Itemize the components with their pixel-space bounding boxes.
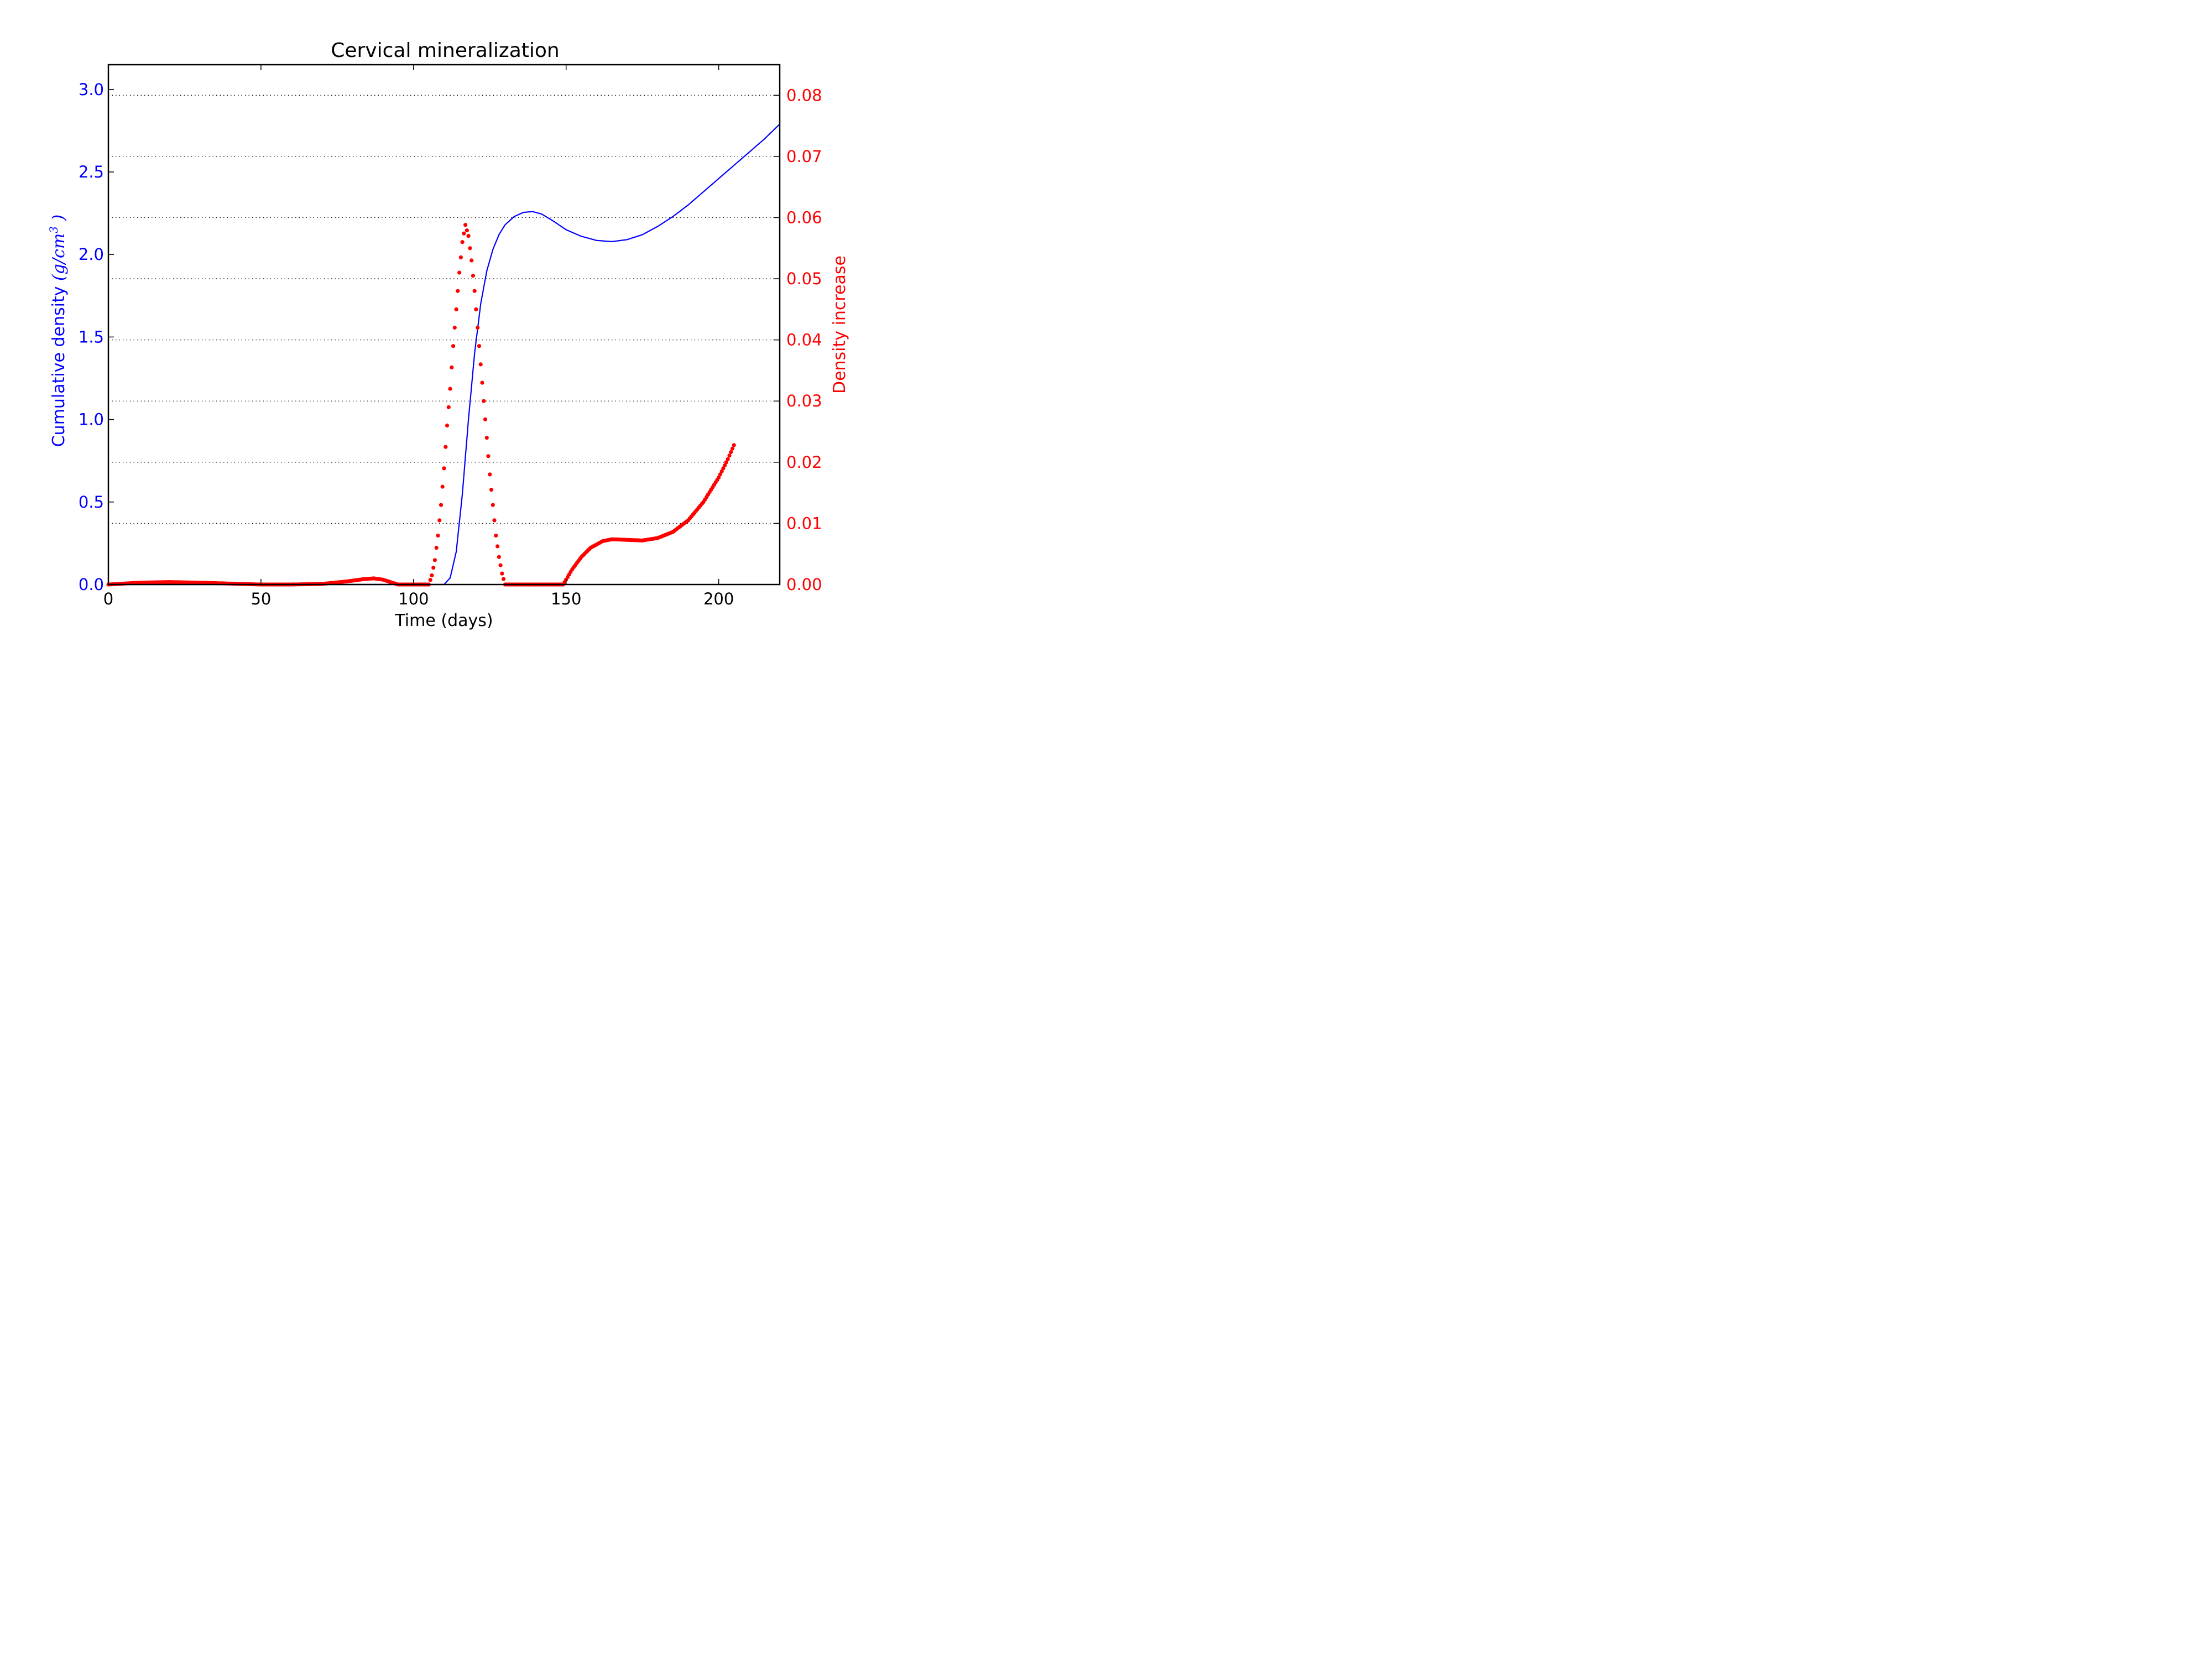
left-y-tick-label: 2.0 (79, 245, 104, 264)
cumulative-density-line (108, 123, 780, 586)
chart: Cervical mineralization 0 50 100 150 200 0.0… (47, 39, 849, 630)
right-y-tick-label: 0.04 (786, 331, 822, 349)
density-increase-point (476, 325, 480, 330)
density-increase-point (457, 270, 462, 275)
density-increase-point (730, 446, 735, 451)
density-increase-point (442, 466, 446, 471)
density-increase-point (471, 273, 476, 278)
right-y-tick-label: 0.02 (786, 453, 822, 472)
x-tick-label: 150 (551, 589, 581, 608)
plot-frame (107, 64, 781, 586)
density-increase-point (452, 325, 457, 330)
density-increase-point (445, 423, 450, 428)
left-y-tick-label: 1.5 (79, 327, 104, 346)
density-increase-point (497, 555, 501, 559)
density-increase-point (428, 578, 432, 582)
density-increase-point (477, 344, 482, 348)
density-increase-point (717, 475, 721, 480)
left-y-tick-label: 3.0 (79, 80, 104, 99)
left-y-tick-label: 1.0 (79, 410, 104, 429)
right-y-tick-label: 0.05 (786, 269, 822, 288)
x-tick-label: 0 (103, 589, 113, 608)
left-y-axis-label-close: ) (49, 215, 69, 226)
density-increase-point (719, 469, 724, 474)
x-axis: 0 50 100 150 200 (103, 65, 734, 608)
density-increase-point (721, 466, 726, 471)
density-increase-point (480, 380, 484, 385)
left-y-axis-label-text: Cumulative density (49, 281, 69, 447)
right-y-tick-label: 0.06 (786, 208, 822, 227)
density-increase-point (727, 453, 732, 458)
density-increase-point (462, 231, 466, 236)
density-increase-point (486, 454, 491, 458)
x-axis-label: Time (days) (394, 611, 493, 630)
density-increase-point (430, 573, 434, 577)
left-y-axis-label: Cumulative density (g/cm3 ) (47, 215, 69, 447)
series-density-increase (106, 223, 736, 587)
right-y-tick-label: 0.03 (786, 392, 822, 410)
density-increase-point (488, 472, 492, 477)
density-increase-point (434, 546, 439, 550)
left-y-axis-label-exponent: 3 (47, 226, 60, 233)
density-increase-point (502, 577, 506, 581)
density-increase-point (483, 417, 488, 422)
series-cumulative-density (108, 123, 780, 586)
density-increase-point (439, 503, 444, 507)
density-increase-point (458, 255, 463, 259)
density-increase-point (450, 365, 454, 370)
density-increase-point (718, 472, 722, 477)
density-increase-point (491, 503, 495, 507)
right-y-tick-label: 0.00 (786, 575, 822, 594)
left-y-axis: 0.0 0.5 1.0 1.5 2.0 2.5 3.0 (79, 80, 114, 594)
chart-title: Cervical mineralization (331, 39, 560, 62)
density-increase-point (432, 558, 437, 562)
density-increase-point (466, 234, 471, 238)
density-increase-point (451, 344, 456, 348)
density-increase-point (498, 563, 503, 567)
density-increase-point (436, 533, 440, 538)
density-increase-point (456, 289, 460, 293)
density-increase-point (478, 362, 483, 367)
density-increase-point (437, 518, 442, 523)
density-increase-point (465, 228, 469, 233)
density-increase-point (463, 223, 468, 227)
left-y-tick-label: 0.0 (79, 575, 104, 594)
density-increase-point (474, 307, 478, 312)
right-y-axis-label: Density increase (830, 255, 849, 394)
left-y-axis-label-units: (g/cm (49, 233, 69, 281)
density-increase-point (444, 445, 448, 449)
right-y-tick-label: 0.07 (786, 147, 822, 166)
right-y-tick-label: 0.08 (786, 86, 822, 105)
x-tick-label: 200 (703, 589, 734, 608)
density-increase-point (468, 246, 472, 251)
density-increase-point (454, 307, 458, 312)
density-increase-point (500, 571, 504, 576)
density-increase-point (460, 240, 465, 244)
x-tick-label: 100 (398, 589, 429, 608)
density-increase-point (729, 450, 733, 455)
right-y-tick-label: 0.01 (786, 514, 822, 533)
density-increase-point (446, 405, 451, 409)
x-tick-label: 50 (251, 589, 271, 608)
left-y-tick-label: 2.5 (79, 163, 104, 181)
gridlines (108, 95, 780, 524)
density-increase-point (494, 533, 498, 538)
density-increase-point (723, 463, 727, 468)
density-increase-point (732, 443, 736, 447)
density-increase-point (726, 457, 730, 461)
density-increase-point (482, 399, 486, 403)
density-increase-point (440, 484, 445, 489)
density-increase-point (469, 258, 474, 263)
density-increase-point (495, 544, 500, 549)
density-increase-point (472, 289, 477, 293)
density-increase-point (431, 566, 436, 570)
left-y-tick-label: 0.5 (79, 493, 104, 512)
density-increase-point (724, 460, 728, 465)
density-increase-point (492, 518, 497, 523)
density-increase-point (484, 436, 489, 440)
density-increase-point (448, 387, 452, 391)
density-increase-point (489, 488, 494, 492)
right-y-axis: 0.00 0.01 0.02 0.03 0.04 0.05 0.06 0.07 0.08 (774, 86, 822, 594)
